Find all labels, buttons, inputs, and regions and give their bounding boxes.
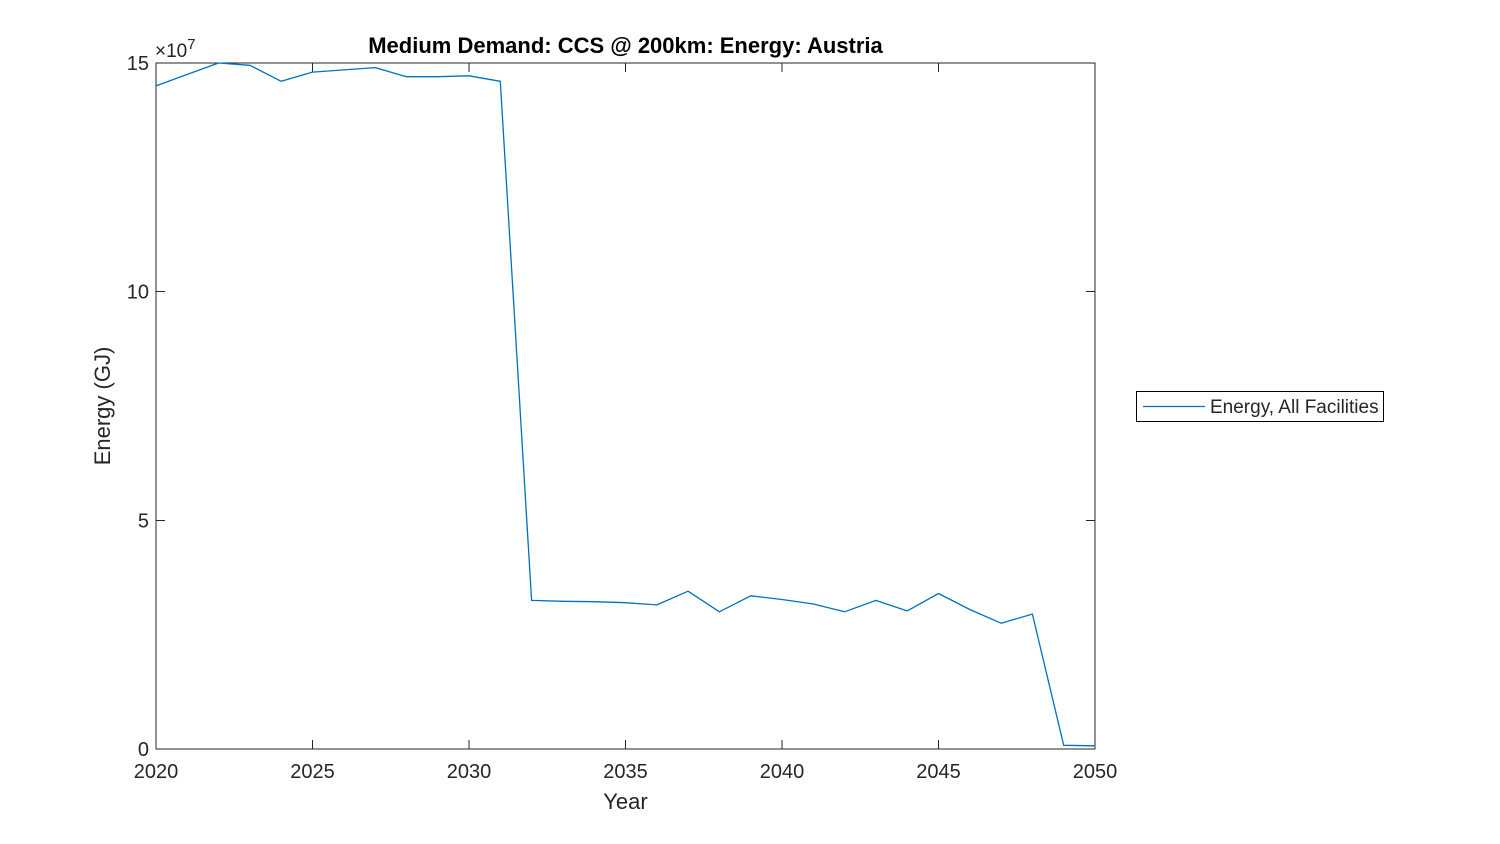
axis-ticks: 2020 2025 2030 2035 2040 2045 2050 0 5 10 15 <box>127 53 1118 783</box>
y-tick-label: 0 <box>138 739 149 761</box>
x-tick-label: 2020 <box>134 761 179 783</box>
exponent-base: ×10 <box>155 41 187 62</box>
x-tick-label: 2040 <box>760 761 805 783</box>
y-tick-label: 5 <box>138 510 149 532</box>
x-tick-label: 2050 <box>1073 761 1118 783</box>
y-axis-exponent: ×107 <box>155 36 196 62</box>
legend: Energy, All Facilities <box>1136 391 1384 422</box>
data-series <box>155 62 1096 747</box>
x-tick-label: 2025 <box>290 761 335 783</box>
x-axis-label: Year <box>603 789 647 814</box>
x-tick-label: 2030 <box>447 761 492 783</box>
plot-area <box>155 62 1096 750</box>
x-tick-label: 2045 <box>916 761 961 783</box>
chart-title: Medium Demand: CCS @ 200km: Energy: Aust… <box>368 33 883 58</box>
y-tick-label: 15 <box>127 53 149 75</box>
y-tick-label: 10 <box>127 282 149 304</box>
energy-series-line <box>155 62 1096 747</box>
exponent-power: 7 <box>187 36 195 53</box>
legend-label: Energy, All Facilities <box>1210 397 1379 418</box>
y-axis-label: Energy (GJ) <box>90 347 115 466</box>
x-tick-label: 2035 <box>603 761 648 783</box>
